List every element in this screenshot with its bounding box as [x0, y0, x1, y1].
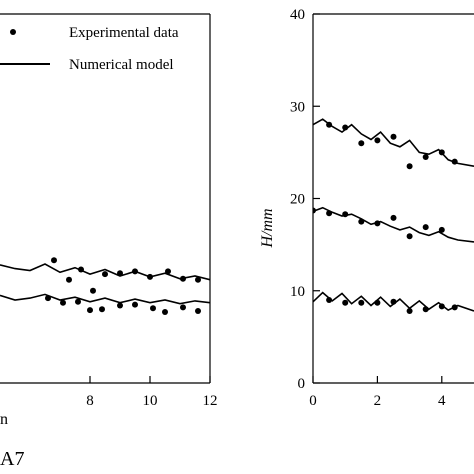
left-data-point	[132, 301, 138, 308]
left-data-point	[99, 306, 105, 313]
left-data-point	[66, 276, 72, 283]
left-x-tick-label: 12	[203, 393, 218, 409]
left-data-point	[102, 271, 108, 278]
left-plot-area	[0, 257, 210, 315]
left-data-point	[51, 257, 57, 264]
right-plot-area	[313, 118, 474, 314]
right-data-point	[358, 140, 365, 147]
right-x-tick-label: 2	[374, 393, 382, 409]
panel-label: A7	[0, 448, 24, 470]
left-data-point	[195, 308, 201, 314]
left-data-point	[180, 304, 186, 311]
left-x-tick-label: 8	[86, 393, 94, 409]
legend-label-experimental: Experimental data	[69, 25, 179, 41]
right-x-ticks: 0 2 4	[309, 376, 446, 409]
right-y-tick-label: 20	[290, 192, 305, 208]
right-data-point	[438, 226, 445, 233]
left-x-axis-label-fragment: n	[0, 411, 8, 428]
left-panel: 8 10 12 Experimental data Numerical model …	[0, 13, 218, 470]
legend-label-numerical: Numerical model	[69, 57, 174, 73]
left-x-tick-label: 10	[143, 393, 158, 409]
left-data-point	[117, 302, 123, 309]
legend-point-marker	[10, 29, 16, 35]
left-data-point	[165, 268, 171, 275]
right-y-tick-label: 10	[290, 284, 305, 300]
right-data-point	[374, 137, 381, 144]
left-model-line-2	[0, 293, 210, 305]
right-panel: 0 2 4 0 10 20 30 40 H/mm	[259, 7, 474, 409]
left-model-line-1	[0, 263, 210, 281]
left-data-point	[87, 307, 93, 314]
right-model-line-1	[313, 118, 474, 167]
left-data-point	[90, 287, 96, 294]
right-data-point	[342, 299, 349, 306]
left-x-ticks: 8 10 12	[86, 376, 218, 409]
right-y-tick-label: 40	[290, 7, 305, 23]
right-data-point	[406, 308, 413, 314]
right-data-point	[406, 233, 413, 240]
right-data-point	[358, 299, 365, 306]
right-y-axis-title: H/mm	[259, 208, 276, 248]
right-x-tick-label: 4	[438, 393, 446, 409]
left-data-point	[150, 305, 156, 312]
legend: Experimental data Numerical model	[0, 25, 179, 73]
right-y-tick-label: 0	[298, 376, 306, 392]
right-data-point	[406, 163, 413, 170]
left-data-point	[195, 276, 201, 283]
right-y-tick-label: 30	[290, 99, 305, 115]
right-model-line-2	[313, 206, 474, 243]
right-x-tick-label: 0	[309, 393, 317, 409]
right-data-point	[422, 154, 429, 160]
left-data-point	[60, 299, 66, 306]
right-data-point	[390, 214, 397, 221]
left-data-point	[75, 298, 81, 305]
right-data-point	[390, 133, 397, 140]
left-data-point	[162, 309, 168, 315]
right-data-point	[422, 224, 429, 231]
right-y-ticks: 0 10 20 30 40	[290, 7, 320, 392]
right-model-line-3	[313, 291, 474, 312]
